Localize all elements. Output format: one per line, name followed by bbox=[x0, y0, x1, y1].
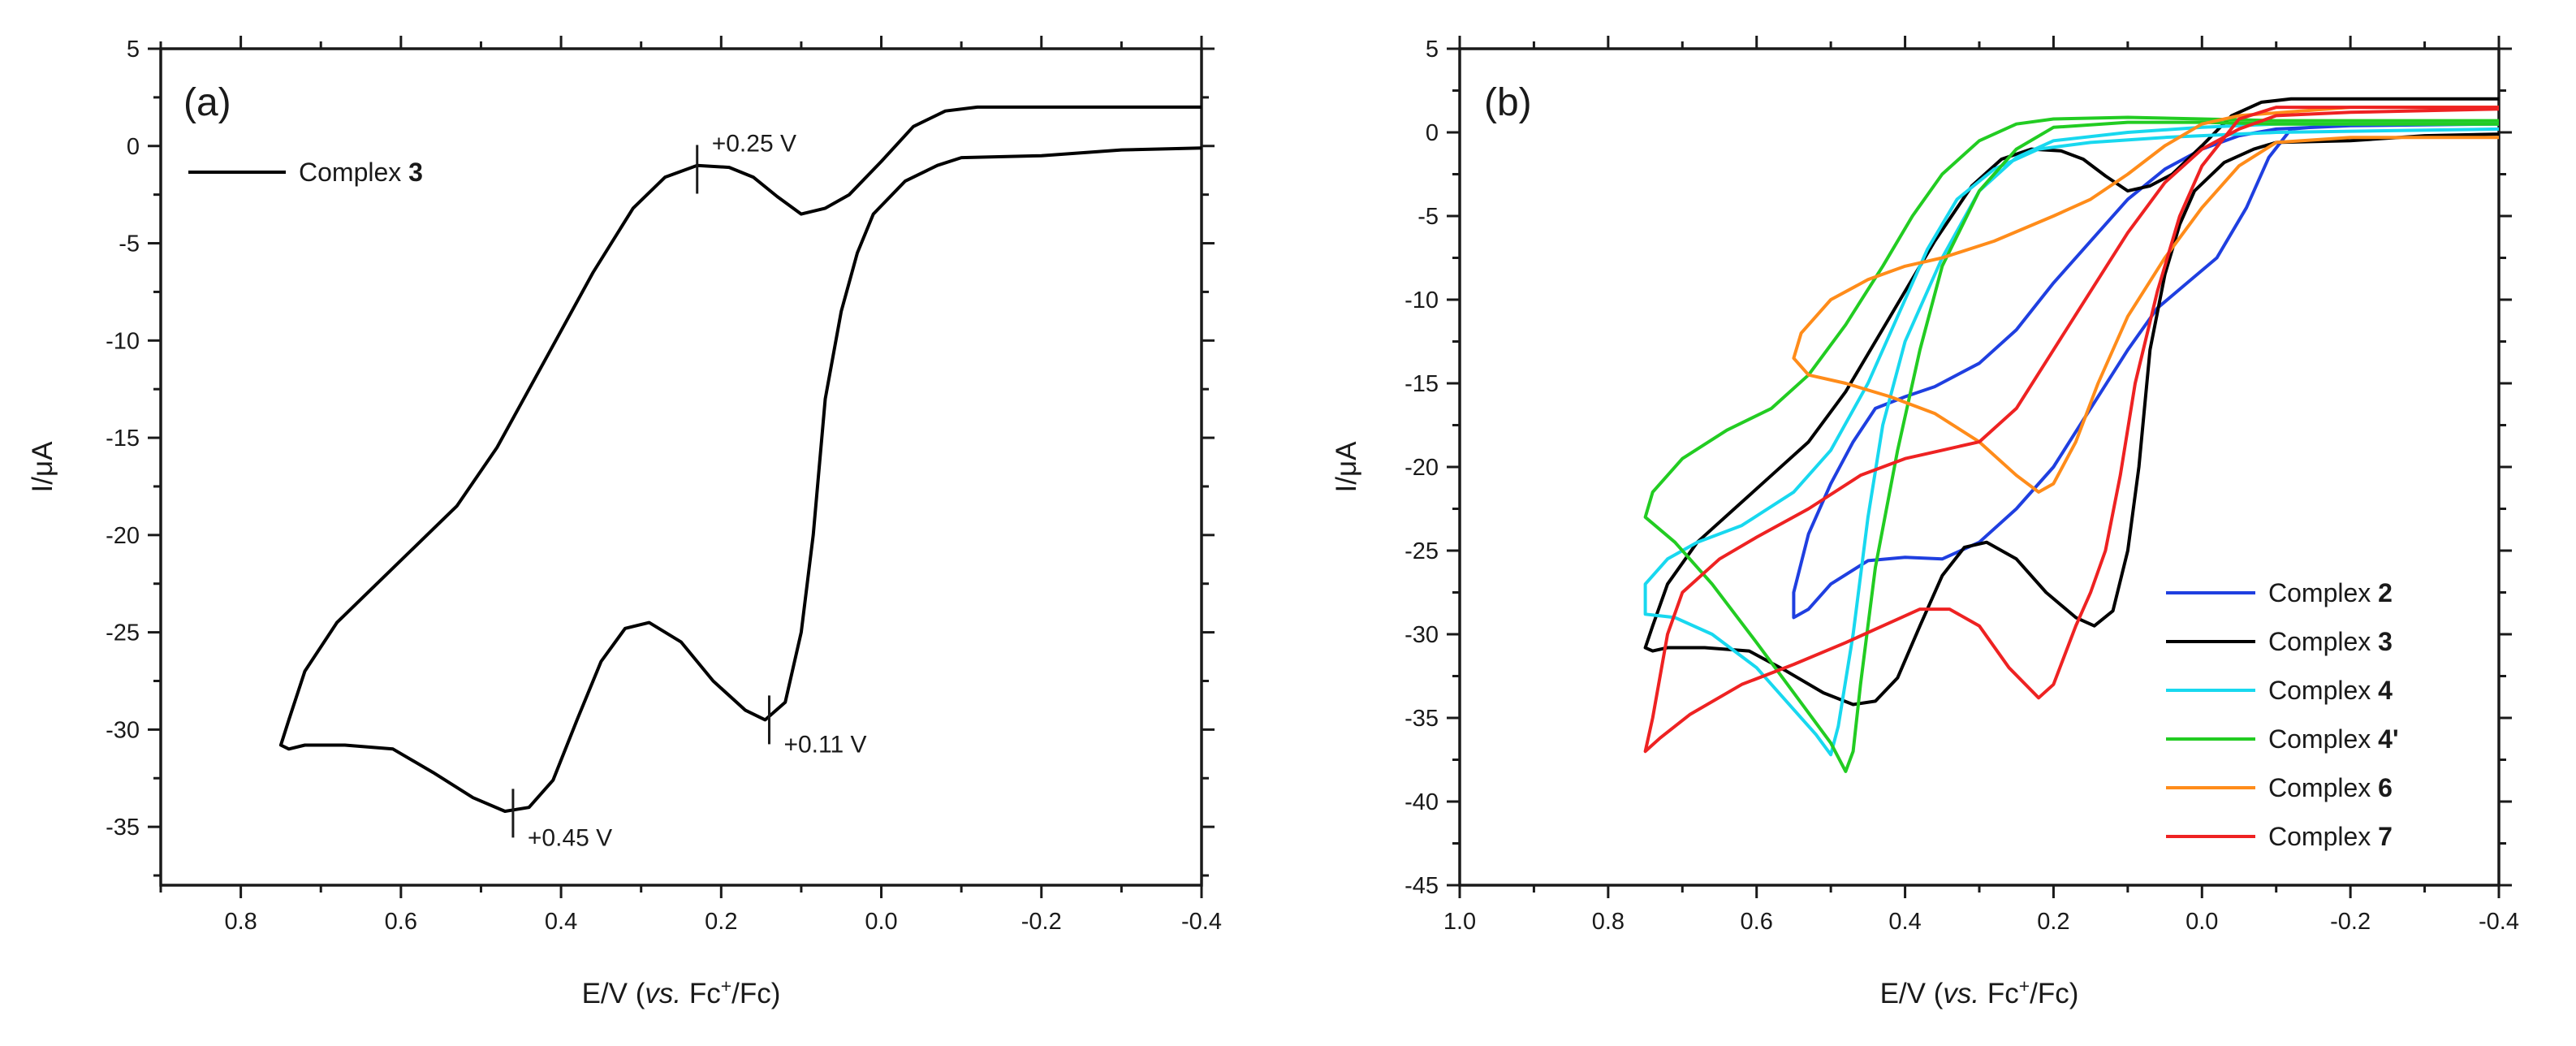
x-tick-label: 0.8 bbox=[1592, 909, 1625, 935]
y-tick-label: -30 bbox=[106, 717, 140, 743]
legend: Complex 2 Complex 3 Complex 4 Complex 4' Com… bbox=[2166, 578, 2399, 851]
y-axis-title: I/μA bbox=[1331, 441, 1362, 493]
y-tick-label: -15 bbox=[106, 426, 140, 452]
x-tick-label: 0.4 bbox=[1888, 909, 1921, 935]
panel-a-chart: 0.8 0.6 0.4 0.2 0.0 -0.2 -0.4 5 0 -5 -10 -15 -20 -25 -… bbox=[27, 36, 1222, 1009]
legend-label: Complex 4' bbox=[2268, 724, 2399, 754]
y-tick-label: -20 bbox=[1405, 455, 1439, 481]
legend-label: Complex 2 bbox=[2268, 578, 2393, 607]
x-tick-label: -0.4 bbox=[1181, 909, 1222, 935]
series-group bbox=[1643, 97, 2499, 773]
x-axis-title: E/V (vs. Fc+/Fc) bbox=[1880, 975, 2079, 1009]
x-tick-label: 0.8 bbox=[224, 909, 257, 935]
x-axis: 1.0 0.8 0.6 0.4 0.2 0.0 -0.2 -0.4 bbox=[1443, 36, 2519, 935]
x-tick-label: -0.2 bbox=[1021, 909, 1062, 935]
x-tick-label: 0.0 bbox=[865, 909, 897, 935]
x-tick-label: 0.0 bbox=[2186, 909, 2218, 935]
legend-label: Complex 7 bbox=[2268, 822, 2393, 851]
legend: Complex 3 bbox=[188, 158, 423, 187]
y-tick-label: -40 bbox=[1405, 789, 1439, 815]
legend-label: Complex 6 bbox=[2268, 773, 2393, 802]
x-tick-label: -0.2 bbox=[2330, 909, 2371, 935]
y-tick-label: -15 bbox=[1405, 371, 1439, 397]
y-tick-label: 0 bbox=[1426, 120, 1439, 146]
legend-label: Complex 4 bbox=[2268, 676, 2393, 705]
y-tick-label: -20 bbox=[106, 523, 140, 549]
y-tick-label: -5 bbox=[1417, 204, 1439, 230]
x-tick-label: 0.6 bbox=[1741, 909, 1773, 935]
x-tick-label: 0.4 bbox=[545, 909, 577, 935]
series-line-complex-7 bbox=[1643, 106, 2499, 754]
x-tick-label: 1.0 bbox=[1443, 909, 1476, 935]
x-axis-title: E/V (vs. Fc+/Fc) bbox=[582, 975, 781, 1009]
x-tick-label: -0.4 bbox=[2479, 909, 2519, 935]
y-tick-label: -35 bbox=[106, 815, 140, 841]
y-axis-title: I/μA bbox=[27, 441, 58, 493]
legend-label: Complex 3 bbox=[299, 158, 423, 187]
series-line-complex-6 bbox=[1792, 106, 2499, 494]
series-line-complex-4 bbox=[1643, 115, 2499, 773]
y-tick-label: 0 bbox=[127, 134, 140, 160]
y-tick-label: -25 bbox=[1405, 538, 1439, 564]
peak-label: +0.11 V bbox=[783, 731, 866, 758]
x-tick-label: 0.2 bbox=[705, 909, 737, 935]
series-line-complex-3 bbox=[278, 105, 1202, 813]
y-axis: 5 0 -5 -10 -15 -20 -25 -30 -35 -40 -45 bbox=[1405, 37, 2512, 899]
legend-label: Complex 3 bbox=[2268, 627, 2393, 656]
panel-label: (a) bbox=[183, 81, 231, 124]
series-group bbox=[278, 105, 1202, 813]
series-line-complex-2 bbox=[1792, 122, 2499, 620]
x-tick-label: 0.6 bbox=[385, 909, 417, 935]
panel-label: (b) bbox=[1484, 81, 1532, 124]
y-tick-label: -25 bbox=[106, 620, 140, 646]
y-tick-label: -30 bbox=[1405, 622, 1439, 648]
x-tick-label: 0.2 bbox=[2037, 909, 2069, 935]
y-tick-label: 5 bbox=[1426, 37, 1439, 63]
y-tick-label: 5 bbox=[127, 37, 140, 63]
y-tick-label: -35 bbox=[1405, 706, 1439, 732]
peak-label: +0.45 V bbox=[528, 824, 612, 851]
x-axis: 0.8 0.6 0.4 0.2 0.0 -0.2 -0.4 bbox=[159, 36, 1222, 935]
y-tick-label: -10 bbox=[1405, 287, 1439, 313]
y-axis: 5 0 -5 -10 -15 -20 -25 -30 -35 bbox=[106, 37, 1215, 877]
series-line-complex-3 bbox=[1643, 97, 2499, 707]
y-tick-label: -5 bbox=[119, 231, 140, 257]
peak-label: +0.25 V bbox=[712, 131, 796, 158]
plot-frame bbox=[159, 47, 1203, 887]
annotations: +0.25 V +0.11 V +0.45 V bbox=[511, 131, 867, 851]
y-tick-label: -10 bbox=[106, 328, 140, 354]
panel-b-chart: 1.0 0.8 0.6 0.4 0.2 0.0 -0.2 -0.4 5 0 -5 -10 -15 -20 -… bbox=[1331, 36, 2519, 1009]
y-tick-label: -45 bbox=[1405, 873, 1439, 899]
